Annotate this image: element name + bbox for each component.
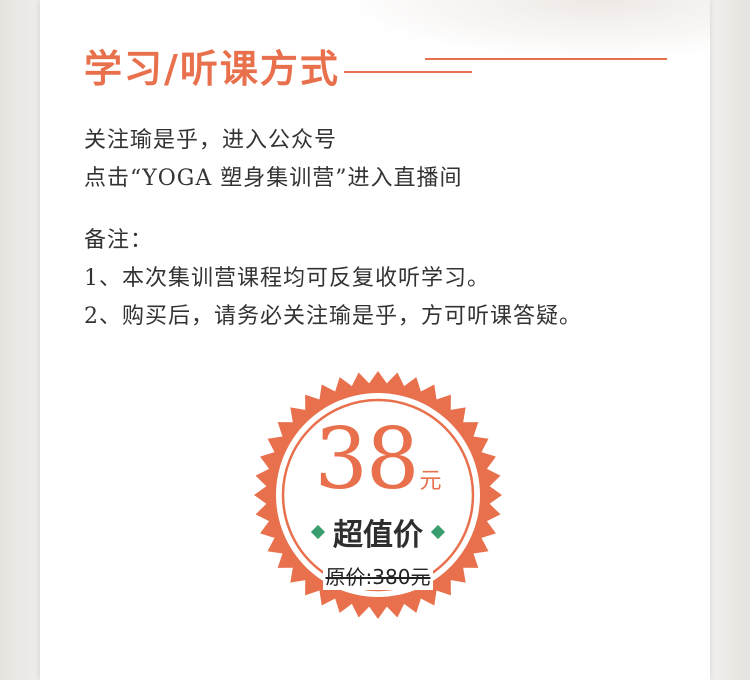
title-divider-short [344, 71, 472, 73]
diamond-icon [310, 524, 326, 540]
notes-item: 2、购买后，请务必关注瑜是乎，方可听课答疑。 [84, 304, 582, 329]
instruction-block: 关注瑜是乎，进入公众号 点击“YOGA 塑身集训营”进入直播间 [84, 122, 463, 198]
card-decoration [340, 0, 710, 60]
badge-seal-icon [254, 371, 502, 619]
instruction-line: 点击“YOGA 塑身集训营”进入直播间 [84, 166, 463, 191]
page-background-right [710, 0, 750, 680]
notes-block: 备注： 1、本次集训营课程均可反复收听学习。 2、购买后，请务必关注瑜是乎，方可… [84, 222, 582, 336]
content-card: 学习/听课方式 关注瑜是乎，进入公众号 点击“YOGA 塑身集训营”进入直播间 … [40, 0, 710, 680]
section-title: 学习/听课方式 [84, 46, 340, 91]
original-price-row: 原价:380元 [253, 561, 503, 590]
page-background-left [0, 0, 40, 680]
notes-heading: 备注： [84, 228, 154, 253]
original-price: 原价:380元 [322, 561, 434, 590]
special-price-row: 超值价 [253, 510, 503, 554]
special-price-label: 超值价 [333, 518, 423, 553]
price-value: 38 [314, 410, 420, 508]
price-badge: 38元 超值价 原价:380元 [253, 370, 503, 620]
notes-item: 1、本次集训营课程均可反复收听学习。 [84, 266, 490, 291]
title-divider-long [425, 58, 667, 60]
price-row: 38元 [253, 410, 503, 508]
diamond-icon [430, 524, 446, 540]
instruction-line: 关注瑜是乎，进入公众号 [84, 128, 338, 153]
price-unit: 元 [419, 469, 442, 494]
